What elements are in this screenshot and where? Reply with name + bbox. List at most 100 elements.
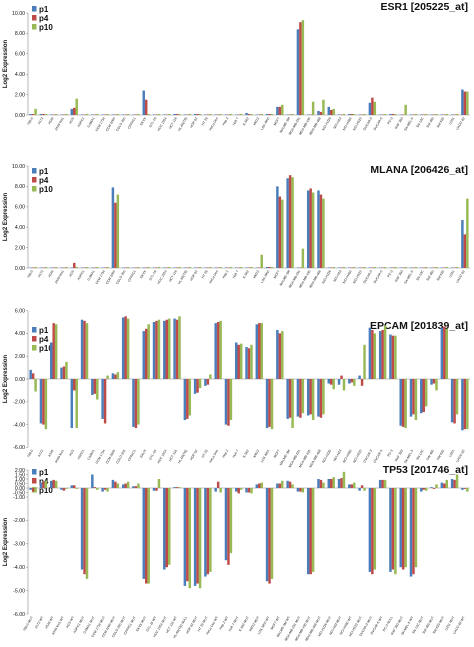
bar-p10 xyxy=(116,372,120,379)
bar-p10 xyxy=(455,113,459,115)
y-tick-label: -2.00 xyxy=(13,400,25,406)
bar-p4 xyxy=(288,379,292,418)
bar-p10 xyxy=(219,488,222,493)
y-tick-label: -6.00 xyxy=(13,445,25,451)
bar-p10 xyxy=(229,266,233,268)
bar-p4 xyxy=(144,99,148,115)
category-label: LOX IMVI xyxy=(260,449,271,463)
bar-p4 xyxy=(278,106,282,115)
category-label: UACC-62 xyxy=(455,449,466,463)
bar-p1 xyxy=(50,267,53,268)
bar-p10 xyxy=(168,113,171,115)
bar-p10 xyxy=(126,266,130,268)
bar-p10 xyxy=(239,266,243,268)
bar-p1 xyxy=(60,367,63,379)
bar-p10 xyxy=(188,488,192,589)
bar-p4 xyxy=(360,379,364,386)
bar-p1 xyxy=(60,488,63,490)
category-label: AGS xyxy=(68,448,75,457)
bar-p1 xyxy=(286,114,289,115)
category-label: A549 xyxy=(47,269,54,278)
bar-p1 xyxy=(152,267,156,268)
bar-p10 xyxy=(281,480,284,488)
category-label: Hep 2 WT xyxy=(218,616,229,631)
bar-p1 xyxy=(337,267,341,268)
bar-p10 xyxy=(250,113,253,115)
bar-p4 xyxy=(114,202,117,268)
bar-p10 xyxy=(332,108,335,115)
category-label: UACC-62 xyxy=(455,269,466,283)
bar-p1 xyxy=(348,113,351,115)
bar-p4 xyxy=(288,175,292,268)
legend-label-p10: p10 xyxy=(39,486,53,495)
bar-p4 xyxy=(381,114,384,115)
bar-p1 xyxy=(368,102,372,115)
bar-p1 xyxy=(255,324,259,379)
category-label: NCI-H460 xyxy=(342,269,353,284)
bar-p1 xyxy=(368,327,372,379)
bar-p4 xyxy=(227,267,230,268)
bar-p4 xyxy=(196,113,199,115)
bar-p1 xyxy=(214,114,217,115)
category-label: K-562 xyxy=(242,116,250,126)
bar-p10 xyxy=(342,471,346,488)
bar-p1 xyxy=(317,479,320,488)
bar-p10 xyxy=(404,488,407,568)
bar-p10 xyxy=(157,113,161,115)
category-label: OVCAR-5 xyxy=(373,449,384,464)
bar-p1 xyxy=(368,267,372,268)
y-tick-label: 4.00 xyxy=(15,331,25,337)
category-label: OVCAR-5 xyxy=(373,116,384,131)
y-tick-label: 10.00 xyxy=(12,164,25,170)
category-label: CCM 2005 xyxy=(105,449,116,465)
category-label: HL-60(TB) xyxy=(177,449,188,464)
legend-label-p4: p4 xyxy=(39,176,49,185)
bar-p4 xyxy=(401,267,405,268)
bar-p1 xyxy=(101,267,104,268)
bar-p4 xyxy=(216,322,220,379)
bar-p1 xyxy=(101,114,104,115)
category-label: SK-MEL-5 xyxy=(403,116,414,131)
bar-p10 xyxy=(178,316,181,379)
bar-p1 xyxy=(255,267,259,268)
category-label: HL-60(TB) xyxy=(177,270,188,285)
y-axis-label: Log2 Expression xyxy=(3,192,9,241)
y-tick-label: 6.00 xyxy=(15,205,25,211)
bar-p4 xyxy=(227,114,230,115)
bar-p10 xyxy=(466,488,469,492)
bar-p10 xyxy=(75,266,78,268)
bar-p4 xyxy=(278,483,282,488)
bar-p4 xyxy=(206,267,210,268)
bar-p4 xyxy=(422,488,425,490)
bar-p1 xyxy=(440,267,444,268)
bar-p1 xyxy=(142,331,145,379)
bar-p10 xyxy=(373,333,377,379)
category-label: GTL-16 xyxy=(148,116,157,128)
bar-p10 xyxy=(311,488,315,572)
category-label: SW 620 xyxy=(436,449,445,461)
bar-p4 xyxy=(216,267,220,268)
bar-p10 xyxy=(260,482,263,488)
bar-p4 xyxy=(42,481,45,488)
bar-p4 xyxy=(371,488,374,575)
bar-p1 xyxy=(420,114,423,115)
bar-p1 xyxy=(80,488,84,570)
bar-p1 xyxy=(152,322,156,379)
category-label: HT 29 xyxy=(201,449,209,459)
bar-p4 xyxy=(299,267,302,268)
bar-p1 xyxy=(29,267,32,268)
category-label: KM12 xyxy=(252,449,260,459)
bar-p4 xyxy=(103,488,107,490)
bar-p10 xyxy=(291,113,294,115)
y-tick-label: -0.50 xyxy=(13,490,25,496)
category-label: A172 xyxy=(37,269,44,278)
bar-p10 xyxy=(178,487,181,488)
bar-p1 xyxy=(461,89,464,115)
bar-p4 xyxy=(175,319,179,379)
category-label: KM12 xyxy=(252,269,260,279)
y-tick-label: 1.50 xyxy=(15,472,25,478)
bar-p4 xyxy=(227,379,230,426)
category-label: HOP 62 xyxy=(189,116,198,128)
bar-p10 xyxy=(424,488,428,491)
